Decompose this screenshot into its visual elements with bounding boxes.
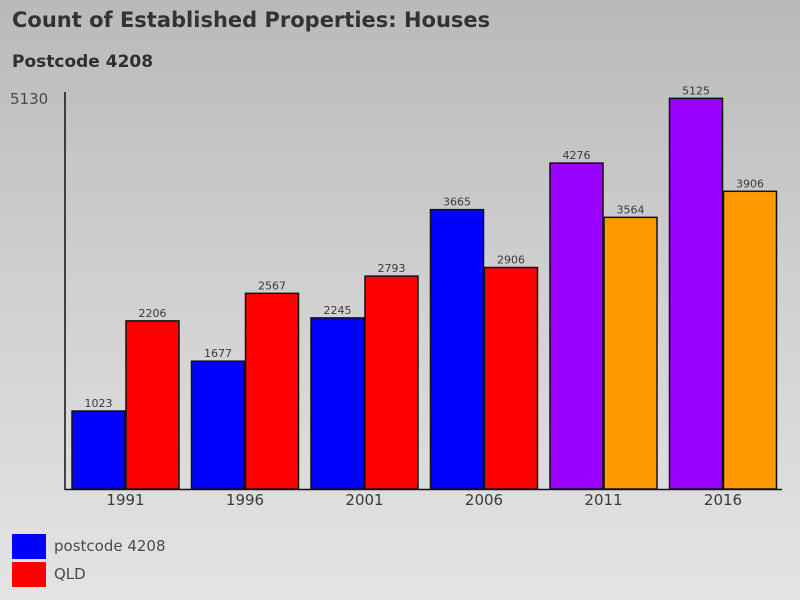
bar-value-label: 2245 xyxy=(324,304,352,317)
bar-qld-1991 xyxy=(125,320,180,490)
bar-value-label: 4276 xyxy=(563,149,591,162)
y-axis-max-label: 5130 xyxy=(10,90,49,108)
bar-postcode-2001 xyxy=(310,317,365,490)
bar-qld-2001 xyxy=(364,275,419,490)
bar-postcode-1991 xyxy=(71,410,126,490)
bar-value-label: 2906 xyxy=(497,254,525,267)
bar-value-label: 1677 xyxy=(204,347,232,360)
chart-title: Count of Established Properties: Houses xyxy=(12,8,491,32)
legend-item-postcode: postcode 4208 xyxy=(12,532,166,560)
bar-postcode-2016 xyxy=(668,97,724,490)
bar-value-label: 5125 xyxy=(682,84,710,97)
bar-value-label: 3564 xyxy=(617,203,645,216)
bar-value-label: 2793 xyxy=(378,262,406,275)
bar-value-label: 3665 xyxy=(443,196,471,209)
bar-postcode-2006 xyxy=(429,208,485,490)
bar-qld-2006 xyxy=(483,266,539,490)
bar-value-label: 2206 xyxy=(139,307,167,320)
bar-postcode-2011 xyxy=(549,162,604,490)
bar-value-label: 2567 xyxy=(258,279,286,292)
x-tick-label: 1996 xyxy=(226,491,264,509)
bar-qld-1996 xyxy=(244,292,300,490)
bar-qld-2011 xyxy=(603,216,658,490)
x-tick-label: 2011 xyxy=(584,491,622,509)
x-tick-label: 2006 xyxy=(465,491,503,509)
x-tick-label: 2016 xyxy=(704,491,742,509)
labels-group: 1023 2206 1991 1677 2567 1996 2245 2793 2001 3665… xyxy=(85,84,765,509)
legend-swatch-qld xyxy=(12,561,46,587)
legend-swatch-postcode xyxy=(12,533,46,559)
x-tick-label: 1991 xyxy=(106,491,144,509)
x-tick-label: 2001 xyxy=(345,491,383,509)
bar-qld-2016 xyxy=(722,190,778,490)
bars-group xyxy=(71,97,778,490)
legend-label-postcode: postcode 4208 xyxy=(54,537,166,555)
bar-value-label: 1023 xyxy=(85,397,113,410)
legend-item-qld: QLD xyxy=(12,560,166,588)
chart-subtitle: Postcode 4208 xyxy=(12,52,154,72)
bar-value-label: 3906 xyxy=(736,177,764,190)
bar-postcode-1996 xyxy=(190,360,246,490)
legend: postcode 4208 QLD xyxy=(12,532,166,588)
legend-label-qld: QLD xyxy=(54,565,86,583)
